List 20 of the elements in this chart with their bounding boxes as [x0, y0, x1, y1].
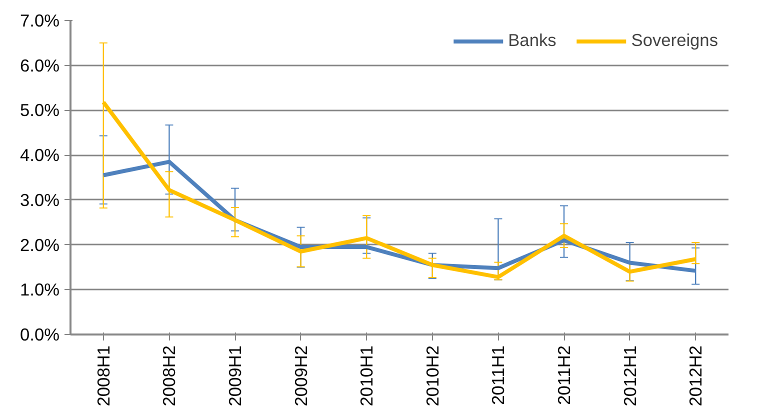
x-tick-label: 2009H1 [225, 345, 245, 406]
y-tick-label: 4.0% [20, 145, 60, 166]
x-tick-label: 2012H1 [620, 345, 640, 406]
y-tick-label: 1.0% [20, 280, 60, 300]
x-tick-label: 2011H1 [488, 345, 508, 405]
x-tick-label: 2008H1 [93, 345, 114, 406]
x-tick-label: 2010H2 [422, 345, 442, 406]
y-tick-label: 5.0% [20, 100, 60, 120]
x-tick-label: 2009H2 [290, 345, 311, 406]
x-tick-label: 2010H1 [356, 345, 377, 406]
y-tick-label: 7.0% [20, 10, 60, 30]
y-tick-label: 6.0% [20, 55, 60, 76]
y-tick-label: 3.0% [20, 190, 60, 210]
legend-label: Sovereigns [631, 30, 718, 51]
x-tick-label: 2012H2 [686, 345, 706, 406]
y-tick-label: 2.0% [20, 234, 60, 255]
x-tick-label: 2011H2 [554, 345, 574, 405]
x-tick-label: 2008H2 [159, 345, 180, 406]
y-tick-label: 0.0% [20, 324, 60, 344]
legend-label: Banks [508, 30, 556, 51]
